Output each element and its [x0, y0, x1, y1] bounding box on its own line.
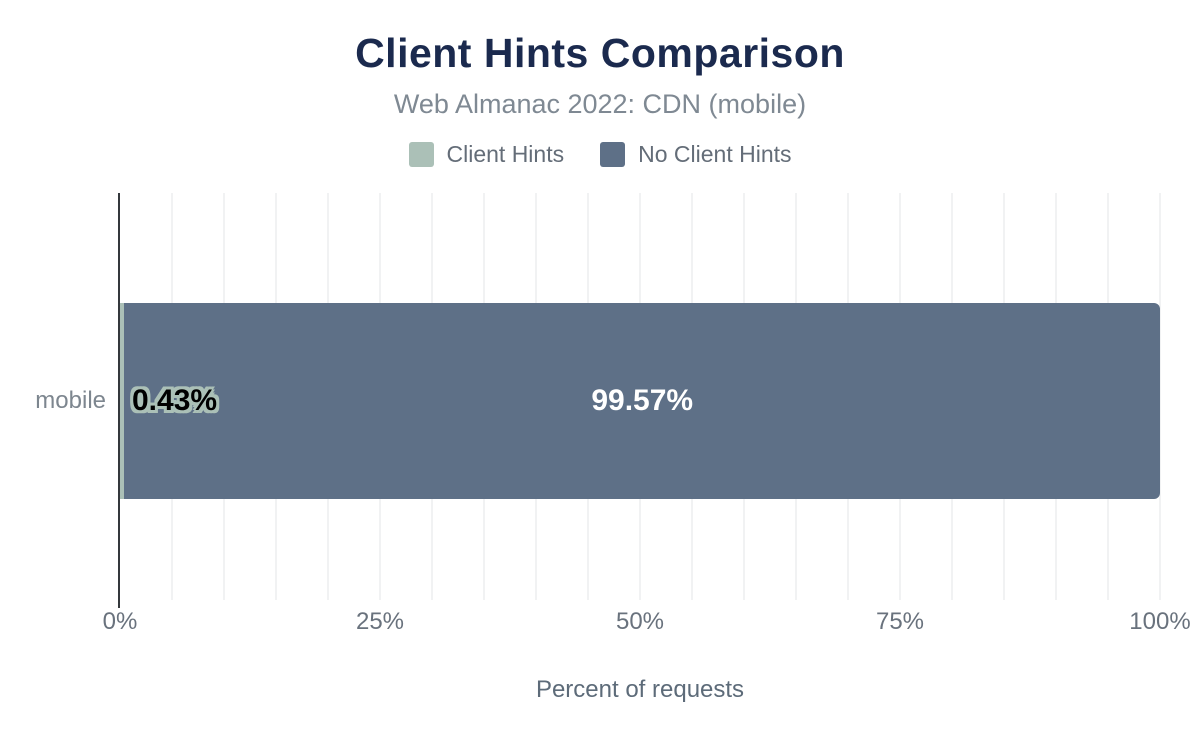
x-tick-label-25: 25% — [355, 608, 405, 635]
chart-subtitle: Web Almanac 2022: CDN (mobile) — [393, 89, 807, 119]
legend-item-client-hints[interactable]: Client Hints — [408, 141, 565, 168]
x-tick-label-75: 75% — [875, 608, 925, 635]
gridline — [1159, 193, 1161, 600]
x-axis-title: Percent of requests — [535, 676, 745, 703]
legend-label-client-hints: Client Hints — [446, 141, 565, 167]
legend-swatch-no-client-hints — [600, 142, 626, 167]
bar-segment-no-client-hints[interactable]: 99.57% — [124, 303, 1160, 499]
bar-row-mobile: 99.57% 0.43% — [120, 303, 1160, 499]
y-axis-category-mobile: mobile — [35, 387, 106, 414]
chart-title: Client Hints Comparison — [355, 30, 845, 76]
legend-swatch-client-hints — [408, 142, 434, 167]
bar-value-no-client-hints: 99.57% — [591, 384, 694, 417]
x-tick-label-50: 50% — [615, 608, 665, 635]
x-tick-label-100: 100% — [1129, 608, 1191, 635]
x-tick-label-0: 0% — [102, 608, 138, 635]
legend-item-no-client-hints[interactable]: No Client Hints — [600, 141, 792, 168]
bar-segment-client-hints[interactable] — [120, 303, 125, 499]
legend: Client Hints No Client Hints — [0, 141, 1200, 168]
plot-area: 99.57% 0.43% mobile 0% 25% 50% 75% 100% Perc… — [35, 193, 1191, 703]
bar-value-client-hints: 0.43% — [132, 384, 218, 417]
legend-label-no-client-hints: No Client Hints — [638, 141, 792, 167]
y-axis-line — [118, 193, 120, 608]
